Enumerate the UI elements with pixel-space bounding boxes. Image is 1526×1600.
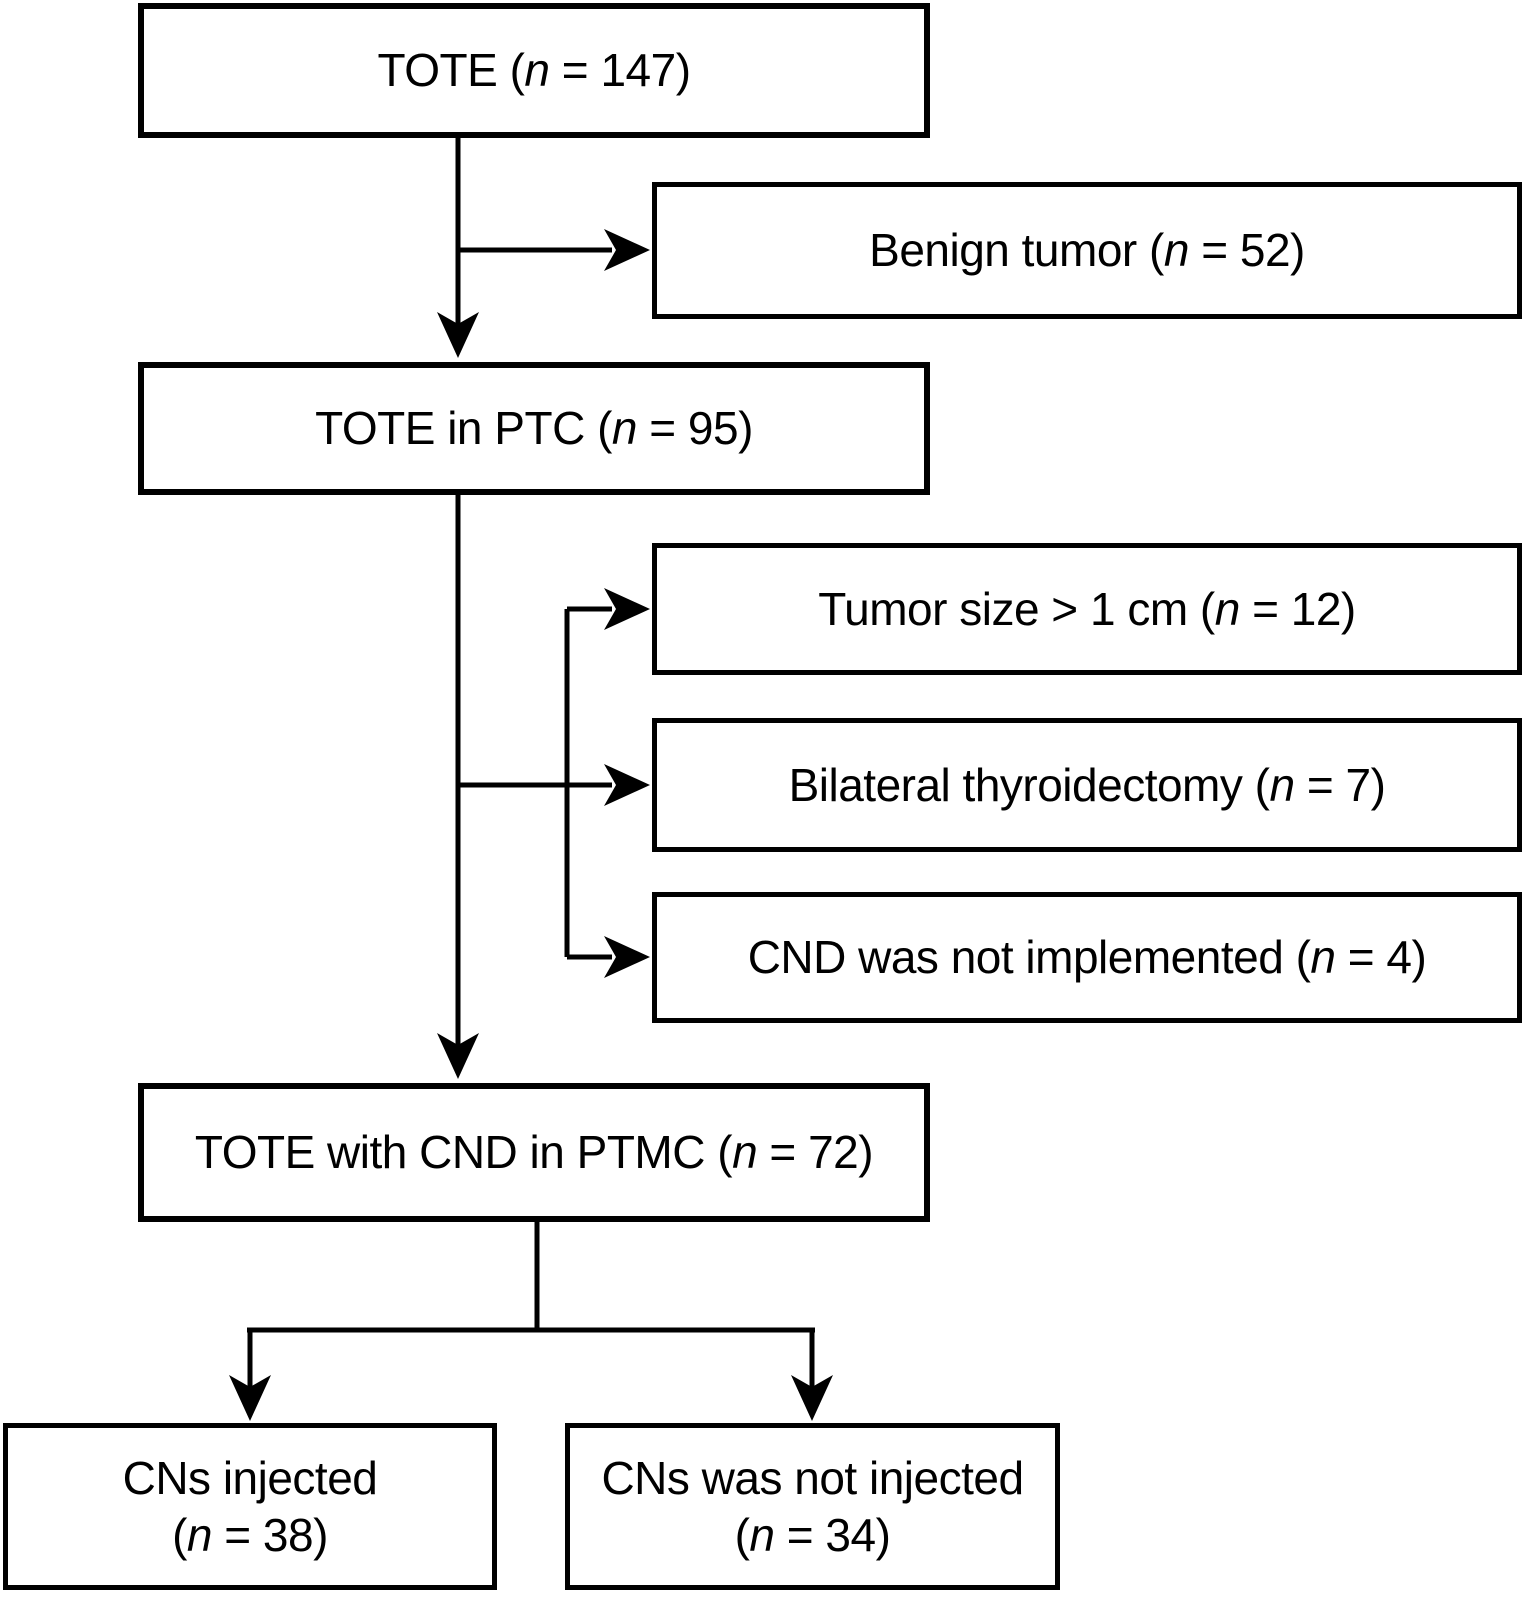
arrowhead-to-ptmc	[437, 1033, 479, 1079]
box-bilateral-thyroidectomy-label: Bilateral thyroidectomy (n = 7)	[788, 758, 1386, 811]
arrowhead-to-cns-not-injected	[791, 1375, 833, 1421]
box-cnd-not-implemented-label: CND was not implemented (n = 4)	[747, 931, 1427, 984]
box-tote-with-cnd-in-ptmc: TOTE with CND in PTMC (n = 72)	[138, 1083, 930, 1222]
arrowhead-to-cns-injected	[229, 1375, 271, 1421]
box-cnd-not-implemented: CND was not implemented (n = 4)	[652, 892, 1522, 1023]
n-symbol: n	[749, 1508, 775, 1561]
box-tote-in-ptc: TOTE in PTC (n = 95)	[138, 362, 930, 495]
n-symbol: n	[732, 1126, 758, 1179]
box-tote-label: TOTE (n = 147)	[377, 44, 691, 97]
n-symbol: n	[1269, 758, 1295, 811]
arrowhead-to-cnd	[604, 936, 650, 978]
box-tumor-size-label: Tumor size > 1 cm (n = 12)	[818, 582, 1356, 635]
box-cns-not-injected: CNs was not injected (n = 34)	[565, 1423, 1060, 1590]
box-cns-injected-line1: CNs injected	[122, 1452, 378, 1505]
arrowhead-to-bilateral	[604, 764, 650, 806]
box-cns-injected-line2: (n = 38)	[172, 1508, 328, 1561]
box-cns-injected: CNs injected (n = 38)	[3, 1423, 497, 1590]
arrowhead-to-tumor-size	[604, 588, 650, 630]
box-bilateral-thyroidectomy: Bilateral thyroidectomy (n = 7)	[652, 718, 1522, 852]
box-tote-with-cnd-in-ptmc-label: TOTE with CND in PTMC (n = 72)	[194, 1126, 874, 1179]
arrowhead-to-benign	[604, 229, 650, 271]
n-symbol: n	[1214, 582, 1241, 635]
n-symbol: n	[524, 44, 550, 97]
n-symbol: n	[1163, 224, 1190, 277]
box-tote-in-ptc-label: TOTE in PTC (n = 95)	[315, 402, 753, 455]
box-cns-not-injected-line1: CNs was not injected	[601, 1452, 1024, 1505]
box-cns-not-injected-line2: (n = 34)	[734, 1508, 891, 1561]
box-benign-tumor: Benign tumor (n = 52)	[652, 182, 1522, 319]
box-tumor-size: Tumor size > 1 cm (n = 12)	[652, 543, 1522, 675]
box-tote: TOTE (n = 147)	[138, 3, 930, 138]
n-symbol: n	[1310, 931, 1336, 984]
box-benign-tumor-label: Benign tumor (n = 52)	[869, 224, 1305, 277]
arrowhead-to-tote-ptc	[437, 312, 479, 358]
n-symbol: n	[611, 402, 638, 455]
n-symbol: n	[186, 1508, 213, 1561]
